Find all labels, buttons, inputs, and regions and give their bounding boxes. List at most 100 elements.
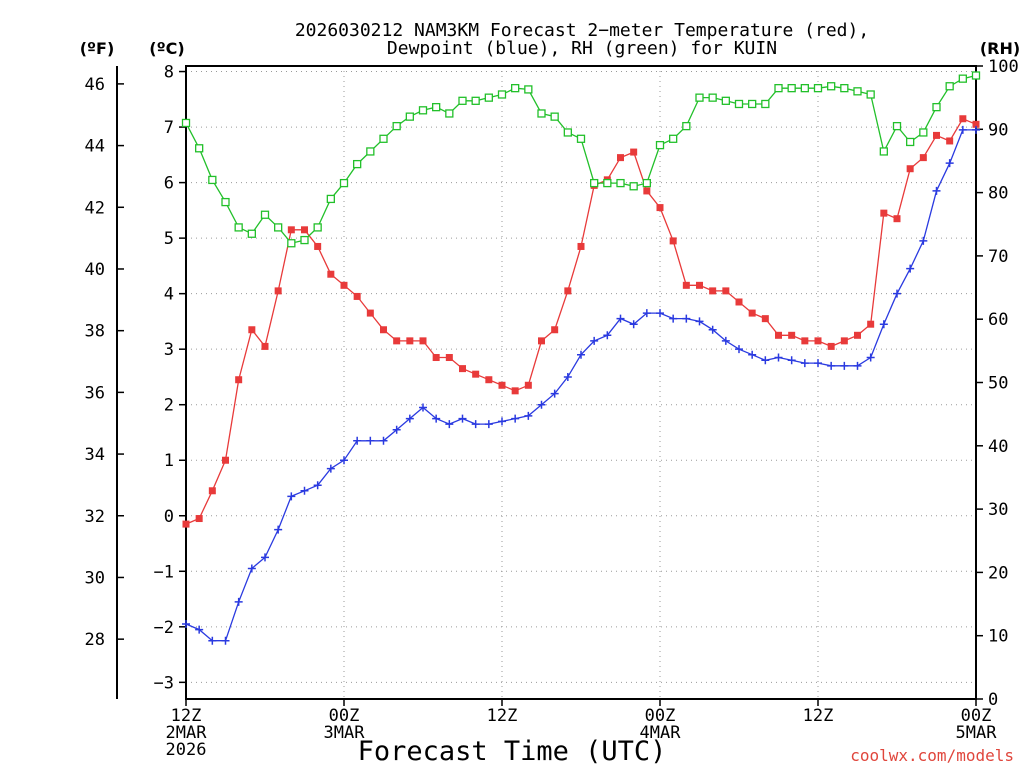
rh-point bbox=[458, 96, 467, 105]
dewpoint-point bbox=[853, 361, 862, 370]
title-block: 2026030212 NAM3KM Forecast 2−meter Tempe… bbox=[295, 20, 869, 59]
axes: −3−2−10123456782830323436384042444601020… bbox=[85, 57, 1019, 760]
temperature-point bbox=[445, 354, 453, 362]
temperature-point bbox=[696, 281, 703, 289]
temperature-point bbox=[827, 342, 835, 350]
dewpoint-point bbox=[577, 350, 585, 359]
dewpoint-point bbox=[405, 414, 414, 423]
celsius-tick-label: 5 bbox=[164, 229, 174, 249]
celsius-tick-label: −2 bbox=[154, 618, 174, 638]
dewpoint-point bbox=[195, 625, 204, 634]
temperature-point bbox=[274, 287, 282, 295]
dewpoint-point bbox=[814, 359, 822, 368]
dewpoint-point bbox=[274, 525, 283, 534]
rh-point bbox=[945, 82, 954, 91]
celsius-tick-label: 1 bbox=[164, 451, 174, 471]
temperature-point bbox=[472, 370, 480, 378]
dewpoint-point bbox=[708, 325, 717, 334]
temperature-point bbox=[946, 137, 954, 145]
celsius-tick-label: 3 bbox=[164, 340, 174, 360]
temperature-point bbox=[287, 226, 295, 234]
rh-point bbox=[655, 140, 665, 150]
fahrenheit-unit-label: (ºF) bbox=[80, 39, 115, 58]
dewpoint-point bbox=[682, 314, 691, 323]
dewpoint-point bbox=[484, 420, 493, 429]
rh-tick-label: 80 bbox=[988, 184, 1008, 204]
dewpoint-point bbox=[511, 414, 520, 423]
dewpoint-point bbox=[287, 492, 296, 501]
fahrenheit-tick-label: 38 bbox=[85, 322, 105, 342]
dewpoint-point bbox=[827, 361, 836, 370]
temperature-point bbox=[406, 337, 414, 345]
rh-point bbox=[418, 106, 428, 115]
rh-point bbox=[603, 178, 612, 188]
rh-point bbox=[181, 118, 191, 128]
dewpoint-point bbox=[471, 420, 480, 429]
series-line-1 bbox=[185, 129, 976, 642]
temperature-point bbox=[735, 298, 743, 306]
temperature-point bbox=[340, 281, 348, 289]
celsius-tick-label: −3 bbox=[154, 673, 174, 693]
rh-tick-label: 0 bbox=[988, 690, 998, 710]
temperature-point bbox=[222, 456, 229, 464]
dewpoint-point bbox=[313, 481, 322, 490]
temperature-point bbox=[972, 120, 980, 128]
temperature-point bbox=[643, 187, 651, 195]
rh-tick-label: 90 bbox=[988, 120, 1008, 140]
dewpoint-point bbox=[445, 420, 454, 429]
rh-point bbox=[616, 178, 625, 188]
rh-point bbox=[919, 128, 928, 137]
dewpoint-point bbox=[972, 125, 980, 134]
rh-point bbox=[734, 99, 744, 109]
celsius-tick-label: 6 bbox=[164, 174, 174, 194]
fahrenheit-tick-label: 44 bbox=[85, 137, 105, 157]
dewpoint-point bbox=[735, 345, 743, 354]
rh-point bbox=[576, 134, 586, 143]
rh-point bbox=[445, 109, 454, 118]
temperature-point bbox=[840, 337, 848, 345]
temperature-point bbox=[656, 204, 664, 212]
rh-point bbox=[550, 112, 559, 121]
rh-point bbox=[800, 84, 809, 93]
dewpoint-point bbox=[590, 336, 599, 345]
rh-point bbox=[326, 194, 335, 204]
temperature-point bbox=[485, 376, 493, 384]
x-tick-label: 12Z bbox=[171, 706, 202, 726]
x-tick-label: 2026 bbox=[166, 740, 207, 760]
dewpoint-point bbox=[550, 389, 559, 398]
dewpoint-point bbox=[432, 414, 441, 423]
dewpoint-point bbox=[392, 425, 401, 434]
fahrenheit-tick-label: 46 bbox=[85, 75, 105, 95]
dewpoint-point bbox=[419, 403, 427, 412]
dewpoint-point bbox=[603, 331, 612, 340]
temperature-point bbox=[788, 331, 796, 339]
temperature-point bbox=[353, 292, 361, 300]
x-tick-label: 2MAR bbox=[166, 723, 208, 743]
temperature-point bbox=[261, 342, 269, 350]
temperature-point bbox=[538, 337, 545, 345]
dewpoint-point bbox=[761, 356, 770, 365]
dewpoint-point bbox=[958, 125, 967, 134]
temperature-point bbox=[880, 209, 888, 217]
dewpoint-point bbox=[563, 372, 572, 381]
temperature-point bbox=[327, 270, 335, 278]
rh-point bbox=[313, 223, 322, 232]
rh-point bbox=[524, 85, 533, 94]
dewpoint-point bbox=[340, 456, 348, 465]
temperature-point bbox=[577, 242, 585, 250]
temperature-point bbox=[761, 315, 769, 323]
rh-point bbox=[379, 134, 388, 143]
dewpoint-point bbox=[893, 289, 901, 298]
rh-tick-label: 30 bbox=[988, 500, 1008, 520]
dewpoint-point bbox=[379, 436, 388, 445]
temperature-point bbox=[314, 242, 322, 250]
dewpoint-point bbox=[616, 314, 625, 323]
temperature-point bbox=[208, 487, 216, 495]
temperature-point bbox=[498, 381, 506, 389]
dewpoint-point bbox=[221, 636, 230, 645]
temperature-point bbox=[419, 337, 427, 345]
chart-title-line-2: Dewpoint (blue), RH (green) for KUIN bbox=[387, 38, 777, 59]
rh-point bbox=[432, 102, 441, 112]
fahrenheit-tick-label: 40 bbox=[85, 260, 105, 280]
celsius-tick-label: 2 bbox=[164, 396, 174, 416]
